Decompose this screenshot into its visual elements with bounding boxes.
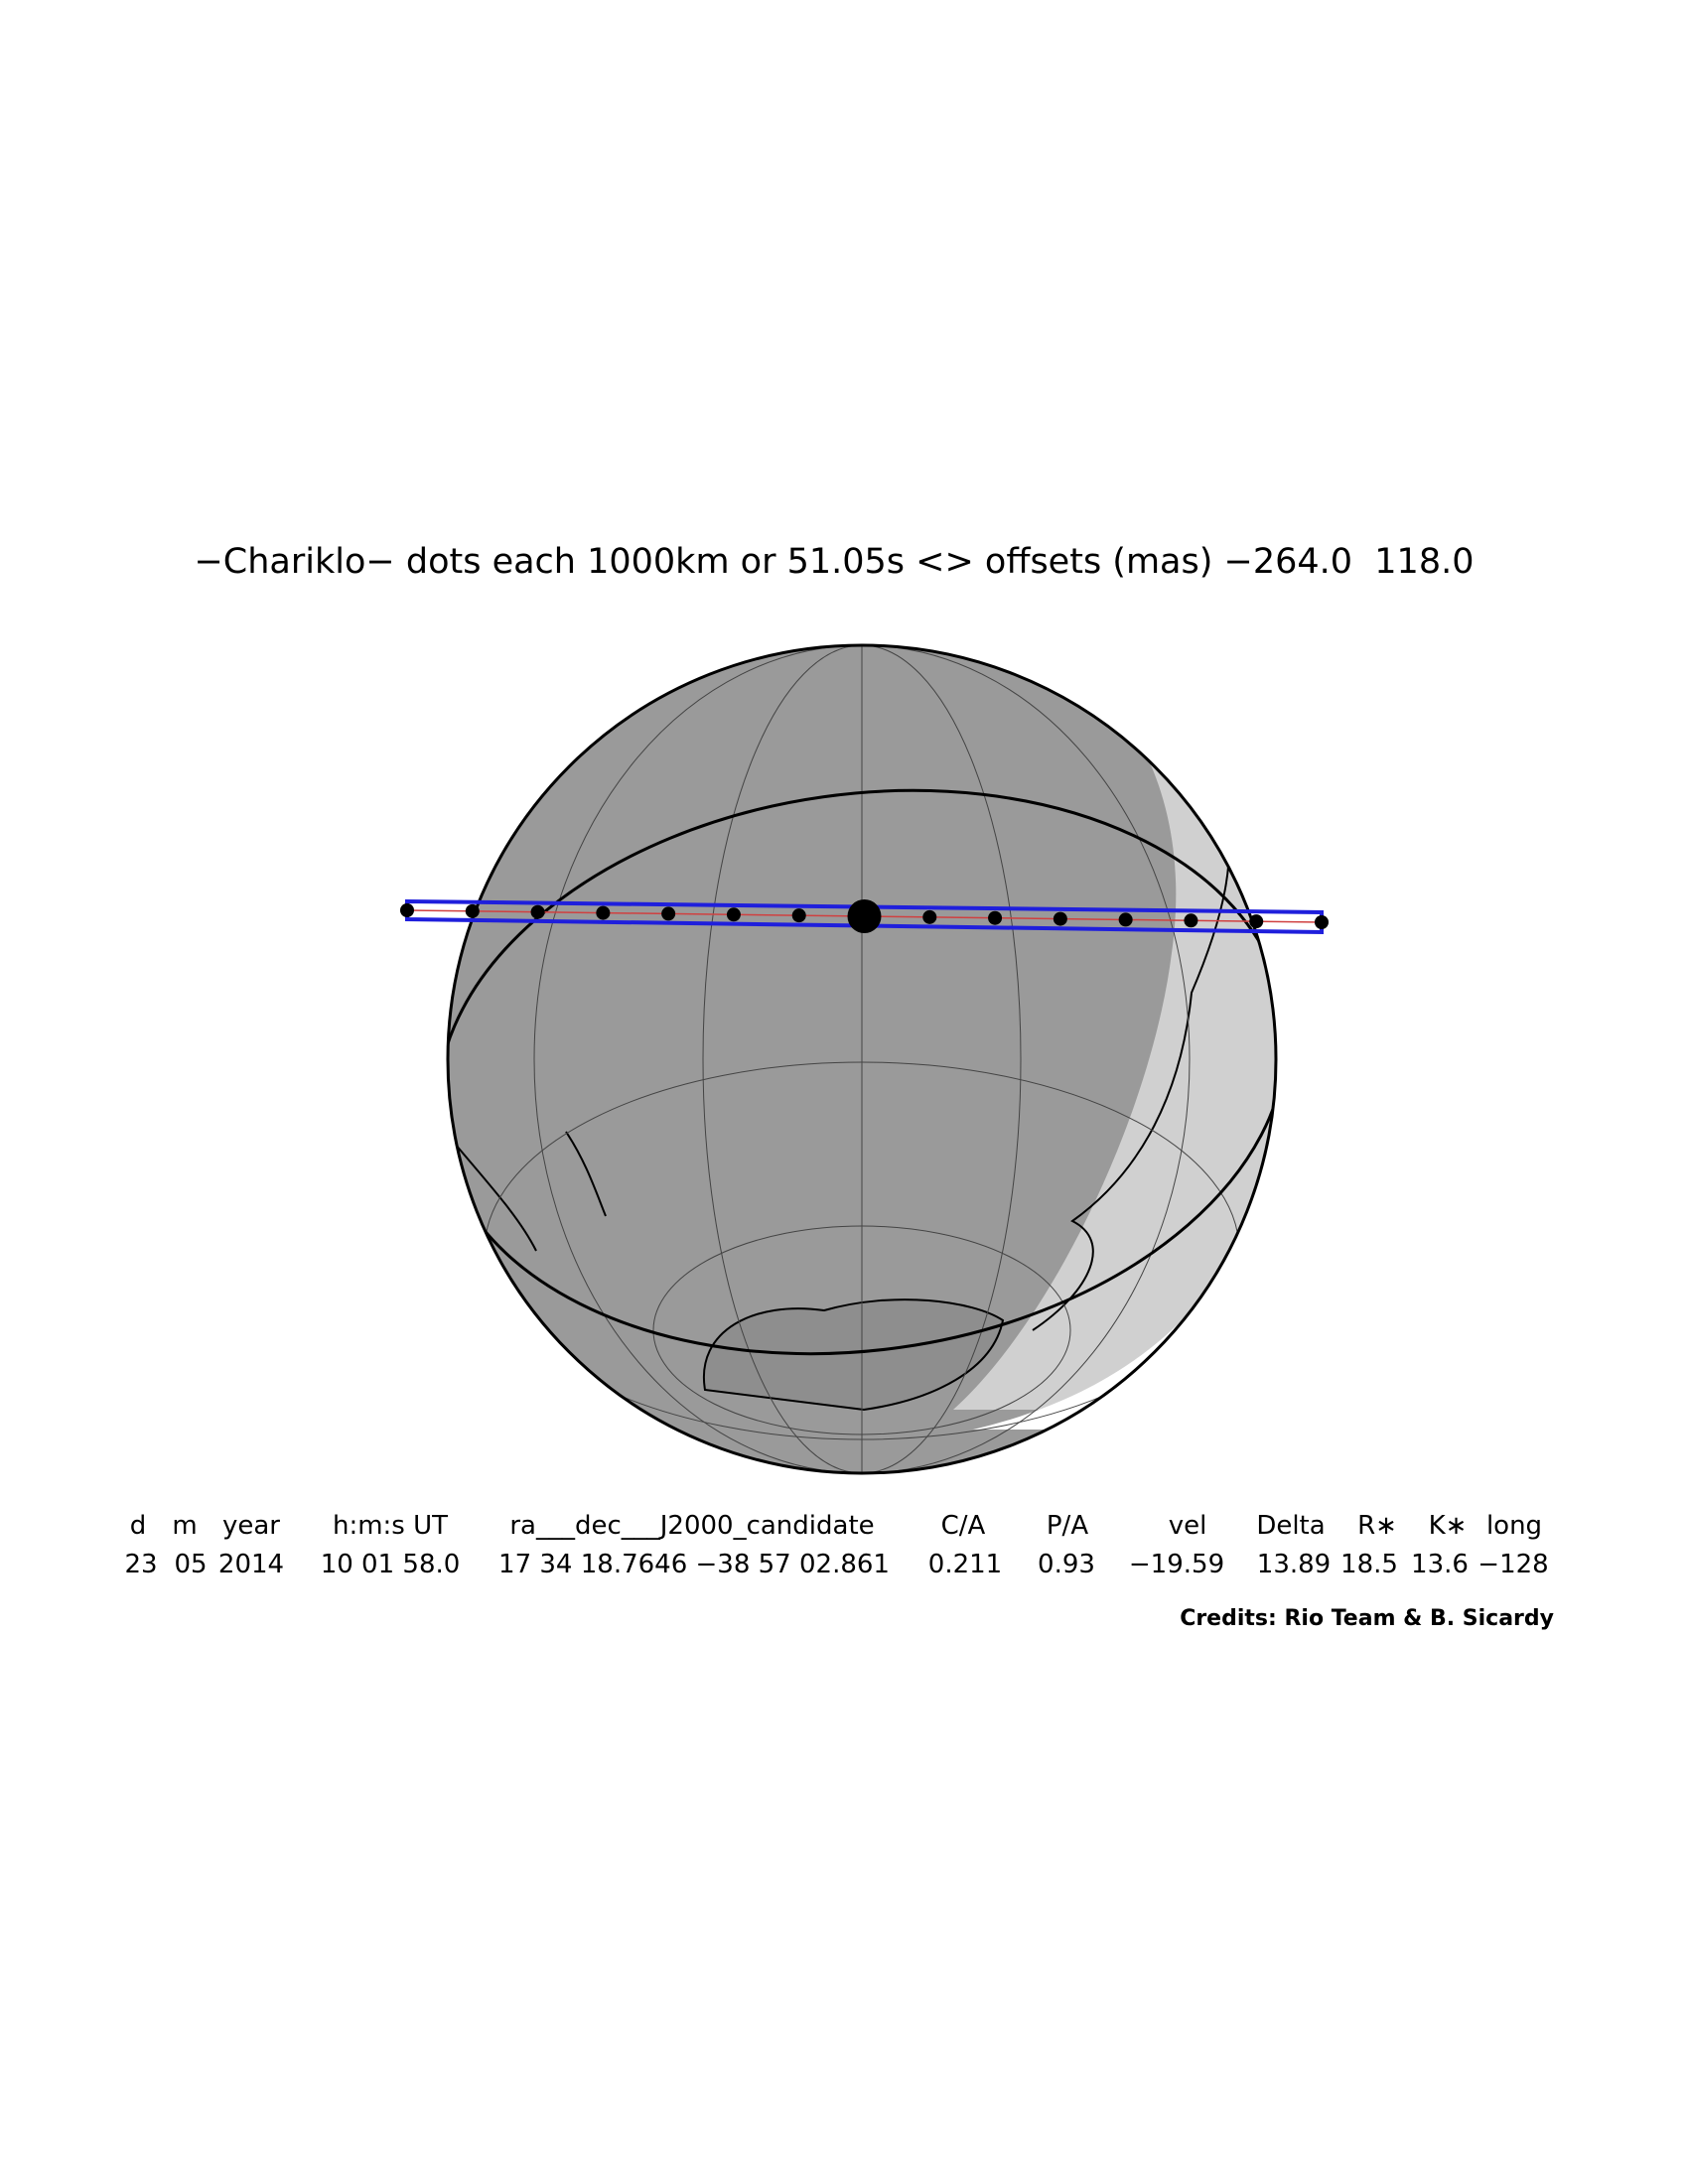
track-dot (922, 909, 937, 924)
new-zealand (565, 1131, 607, 1217)
table-header: ra___dec___J2000_candidate (509, 1511, 874, 1541)
track-dot (530, 904, 545, 919)
table-header: vel (1169, 1511, 1207, 1541)
terminator (448, 788, 1276, 1356)
track-dot (726, 907, 741, 922)
track-dot (1315, 915, 1329, 929)
shadow-track (400, 898, 1329, 935)
track-dot (596, 905, 611, 920)
globe-outline (446, 643, 1278, 1475)
table-header: Delta (1256, 1511, 1325, 1541)
track-dot (1184, 913, 1198, 928)
table-cell: 05 (174, 1550, 207, 1579)
credits: Credits: Rio Team & B. Sicardy (1180, 1606, 1554, 1631)
table-header: year (222, 1511, 280, 1541)
table-header: R∗ (1357, 1511, 1397, 1541)
antarctica (702, 1298, 1005, 1412)
table-header: m (172, 1511, 197, 1541)
table-cell: 13.89 (1257, 1550, 1331, 1579)
track-dot (1053, 911, 1067, 926)
table-cell: 0.211 (928, 1550, 1002, 1579)
table-cell: 17 34 18.7646 −38 57 02.861 (498, 1550, 890, 1579)
title: −Chariklo− dots each 1000km or 51.05s <>… (194, 542, 1474, 582)
track-dot (847, 899, 882, 933)
table-header: P/A (1047, 1511, 1088, 1541)
table-cell: 13.6 (1411, 1550, 1469, 1579)
track-dot (400, 903, 414, 917)
track-dot (465, 903, 480, 918)
track-dot (661, 906, 676, 921)
table-cell: −19.59 (1129, 1550, 1224, 1579)
table-header: d (130, 1511, 147, 1541)
table-header: h:m:s UT (333, 1511, 448, 1541)
track-dot (791, 908, 806, 923)
track-dot (1249, 914, 1264, 929)
event-table: d m year h:m:s UT ra___dec___J2000_candidate… (124, 1511, 1548, 1579)
table-header: K∗ (1429, 1511, 1468, 1541)
table-cell: −128 (1477, 1550, 1548, 1579)
table-cell: 10 01 58.0 (321, 1550, 461, 1579)
table-cell: 2014 (218, 1550, 284, 1579)
track-dot (1118, 912, 1133, 927)
table-cell: 0.93 (1038, 1550, 1095, 1579)
table-cell: 23 (124, 1550, 157, 1579)
track-dot (988, 910, 1003, 925)
table-header: C/A (941, 1511, 986, 1541)
table-header: long (1486, 1511, 1542, 1541)
table-cell: 18.5 (1340, 1550, 1398, 1579)
